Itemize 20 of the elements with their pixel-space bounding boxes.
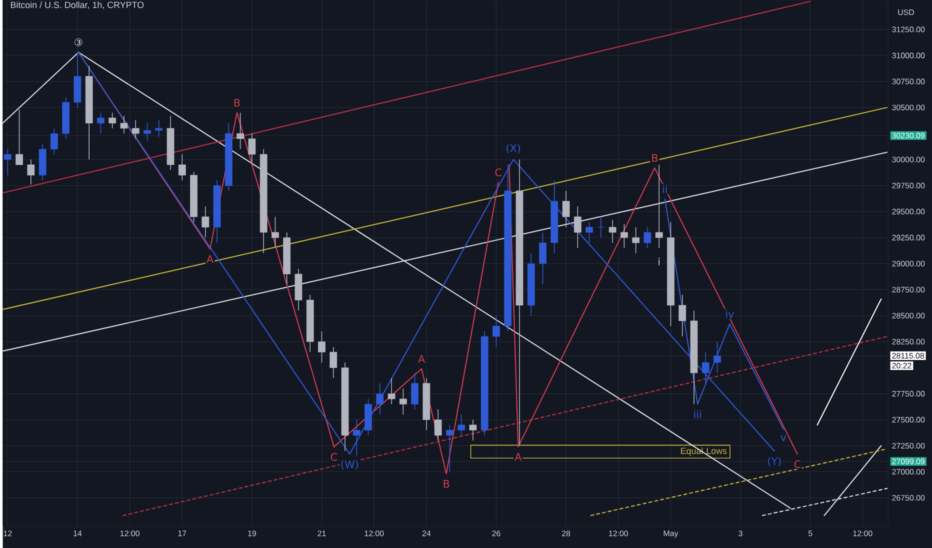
annotation: i (658, 257, 660, 266)
data-label: iii (694, 410, 701, 418)
data-label: A (514, 452, 522, 460)
data-label: v (780, 435, 786, 441)
data-label: A (206, 255, 214, 263)
data-label: (Y) (768, 456, 781, 466)
data-label: (X) (506, 144, 520, 154)
data-label: C (794, 460, 800, 468)
data-label: ③ (74, 38, 82, 46)
data-label: B (234, 98, 240, 106)
annotation: Equal Lows (681, 447, 727, 456)
data-label: C (495, 168, 502, 176)
data-label: A (418, 354, 426, 362)
data-label: iv (726, 310, 734, 318)
data-label: C (330, 452, 338, 461)
data-label: ii (662, 184, 667, 193)
data-label: B (652, 154, 658, 162)
chart-title: Bitcoin / U.S. Dollar, 1h, CRYPTO (10, 1, 144, 9)
data-label: B (444, 480, 450, 488)
data-label: (W) (341, 460, 358, 470)
